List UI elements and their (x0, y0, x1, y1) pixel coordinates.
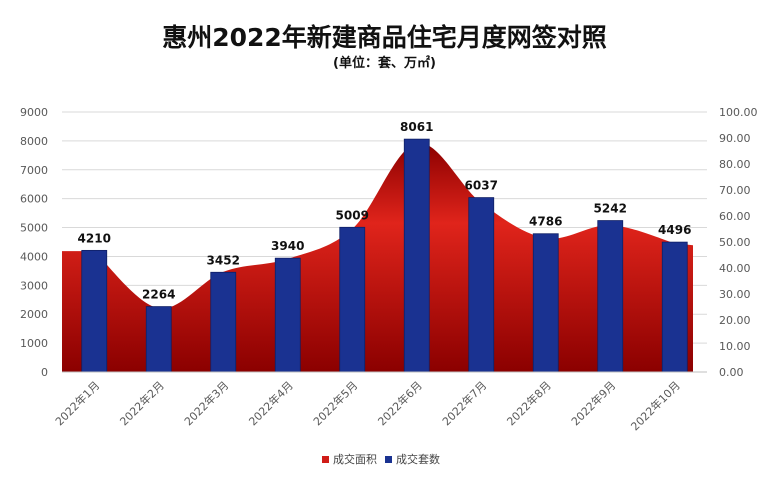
y-tick-label-right: 70.00 (719, 184, 751, 197)
y-tick-label-left: 1000 (20, 337, 48, 350)
y-tick-label-right: 50.00 (719, 236, 751, 249)
bar (81, 249, 108, 373)
bar (274, 257, 301, 373)
y-tick-label-right: 90.00 (719, 132, 751, 145)
y-tick-label-left: 5000 (20, 222, 48, 235)
y-tick-label-right: 30.00 (719, 288, 751, 301)
bar (597, 220, 624, 373)
legend-item-area: 成交面积 (322, 451, 377, 467)
y-tick-label-left: 3000 (20, 279, 48, 292)
chart-title: 惠州2022年新建商品住宅月度网签对照 (162, 23, 607, 52)
y-tick-label-right: 0.00 (719, 366, 744, 379)
y-tick-label-left: 2000 (20, 308, 48, 321)
data-label: 8061 (400, 120, 433, 134)
legend-swatch-area (322, 455, 329, 463)
chart-legend: 成交面积 成交套数 (322, 451, 448, 467)
data-label: 5009 (336, 208, 369, 222)
x-tick-label: 2022年4月 (246, 378, 296, 428)
y-tick-label-left: 0 (41, 366, 48, 379)
x-tick-label: 2022年3月 (181, 378, 231, 428)
bar (210, 271, 237, 373)
legend-swatch-bar (385, 455, 392, 463)
x-tick-label: 2022年7月 (439, 378, 489, 428)
y-tick-label-right: 20.00 (719, 314, 751, 327)
data-label: 4786 (529, 215, 562, 229)
y-tick-label-right: 60.00 (719, 210, 751, 223)
bar (532, 233, 559, 373)
data-label: 6037 (465, 179, 498, 193)
data-label: 5242 (594, 202, 627, 216)
x-tick-label: 2022年8月 (504, 378, 554, 428)
x-tick-label: 2022年1月 (52, 378, 102, 428)
y-tick-label-left: 9000 (20, 106, 48, 119)
y-tick-label-left: 8000 (20, 135, 48, 148)
y-tick-label-right: 100.00 (719, 106, 758, 119)
legend-label-bar: 成交套数 (396, 453, 440, 466)
data-label: 2264 (142, 288, 175, 302)
x-tick-label: 2022年2月 (117, 378, 167, 428)
chart-subtitle: (单位：套、万㎡) (333, 56, 436, 71)
bar (403, 138, 430, 373)
y-tick-label-right: 10.00 (719, 340, 751, 353)
bar (145, 306, 172, 373)
x-tick-label: 2022年9月 (568, 378, 618, 428)
y-tick-label-left: 6000 (20, 193, 48, 206)
bar (468, 197, 495, 373)
bar (339, 226, 366, 373)
x-tick-label: 2022年6月 (375, 378, 425, 428)
y-tick-label-left: 7000 (20, 164, 48, 177)
x-tick-label: 2022年10月 (628, 378, 683, 433)
y-tick-label-left: 4000 (20, 250, 48, 263)
x-tick-label: 2022年5月 (310, 378, 360, 428)
data-label: 4496 (658, 223, 691, 237)
bar (661, 241, 688, 373)
legend-label-area: 成交面积 (333, 453, 377, 466)
legend-item-bar: 成交套数 (385, 451, 440, 467)
data-label: 3940 (271, 239, 304, 253)
data-label: 4210 (78, 231, 111, 245)
data-label: 3452 (207, 253, 240, 267)
y-tick-label-right: 40.00 (719, 262, 751, 275)
y-tick-label-right: 80.00 (719, 158, 751, 171)
